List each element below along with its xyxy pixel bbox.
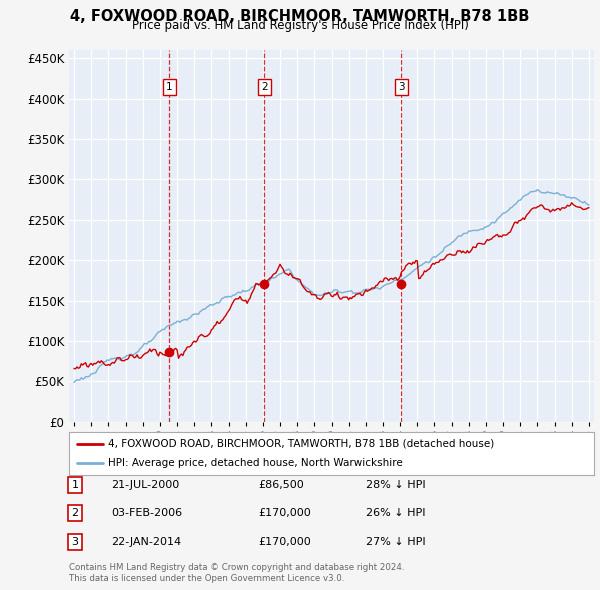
Text: 21-JUL-2000: 21-JUL-2000 [111,480,179,490]
Text: 28% ↓ HPI: 28% ↓ HPI [366,480,425,490]
Text: £170,000: £170,000 [258,537,311,546]
Text: Price paid vs. HM Land Registry's House Price Index (HPI): Price paid vs. HM Land Registry's House … [131,19,469,32]
Text: 4, FOXWOOD ROAD, BIRCHMOOR, TAMWORTH, B78 1BB: 4, FOXWOOD ROAD, BIRCHMOOR, TAMWORTH, B7… [70,9,530,24]
Text: 1: 1 [71,480,79,490]
Text: HPI: Average price, detached house, North Warwickshire: HPI: Average price, detached house, Nort… [109,458,403,468]
Text: 2: 2 [261,83,268,92]
Text: 3: 3 [71,537,79,546]
Text: 4, FOXWOOD ROAD, BIRCHMOOR, TAMWORTH, B78 1BB (detached house): 4, FOXWOOD ROAD, BIRCHMOOR, TAMWORTH, B7… [109,439,494,449]
Text: 03-FEB-2006: 03-FEB-2006 [111,509,182,518]
Text: This data is licensed under the Open Government Licence v3.0.: This data is licensed under the Open Gov… [69,574,344,583]
Text: 3: 3 [398,83,404,92]
Text: 27% ↓ HPI: 27% ↓ HPI [366,537,425,546]
Text: 2: 2 [71,509,79,518]
Text: 1: 1 [166,83,173,92]
Text: Contains HM Land Registry data © Crown copyright and database right 2024.: Contains HM Land Registry data © Crown c… [69,563,404,572]
Text: 22-JAN-2014: 22-JAN-2014 [111,537,181,546]
Text: £170,000: £170,000 [258,509,311,518]
Text: £86,500: £86,500 [258,480,304,490]
Text: 26% ↓ HPI: 26% ↓ HPI [366,509,425,518]
